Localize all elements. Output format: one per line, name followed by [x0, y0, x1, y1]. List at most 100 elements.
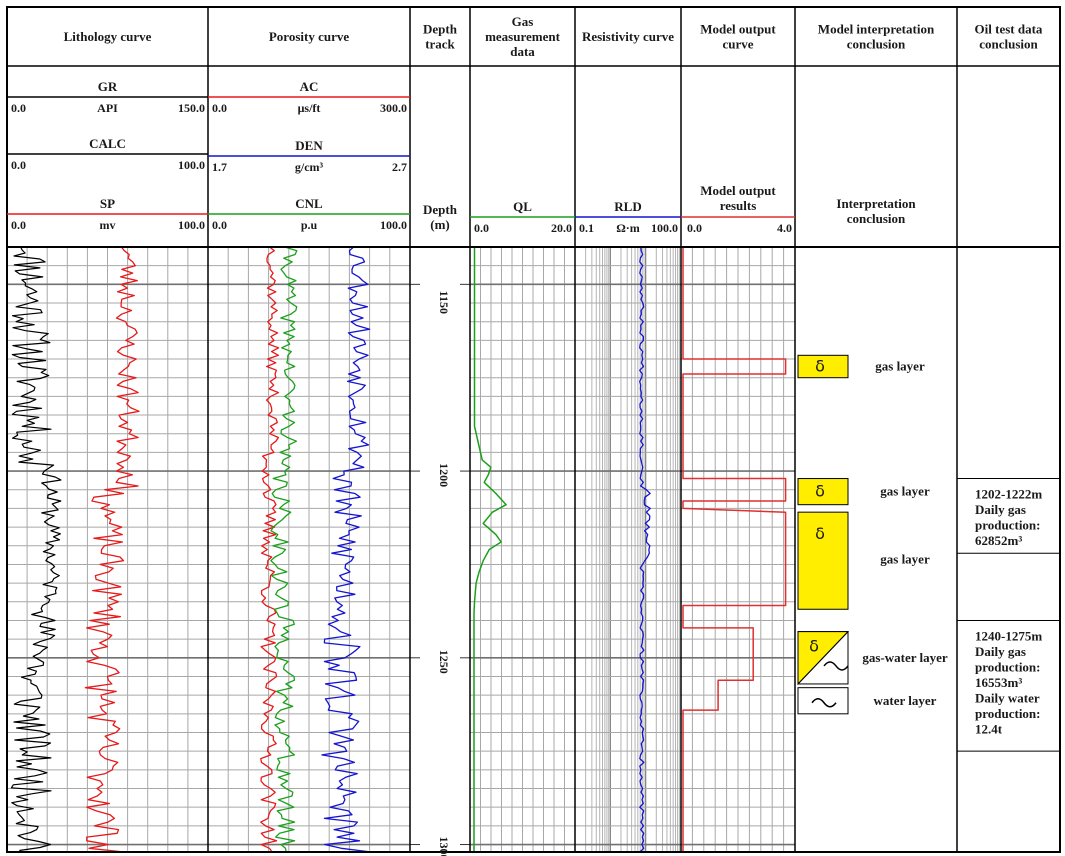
curve-unit: API [97, 101, 118, 115]
tilde-icon [811, 698, 837, 708]
scale-min: 0.0 [11, 101, 26, 115]
column-header: Oil test data [975, 22, 1043, 37]
zone-symbol-gas-water: δ [797, 631, 850, 686]
curve-name: AC [300, 79, 319, 94]
delta-icon: δ [809, 637, 819, 656]
delta-icon: δ [815, 524, 825, 543]
outer-border [6, 6, 1061, 853]
zone-label: gas layer [880, 552, 930, 567]
column-header: Model output [700, 22, 776, 37]
depth-tick-label: 1250 [437, 650, 451, 674]
curve-name: CNL [295, 196, 323, 211]
sp-curve [84, 246, 140, 853]
rld-curve [639, 246, 651, 853]
curve-unit: Ω·m [616, 221, 640, 235]
delta-icon: δ [815, 482, 825, 501]
scale-min: 0.0 [212, 218, 227, 232]
depth-tick-label: 1300 [437, 837, 451, 856]
gas-fill [797, 478, 849, 506]
scale-max: 150.0 [178, 101, 205, 115]
interpretation-zones: δ gas layer δ gas layer δ gas layer δ gas-water… [797, 354, 948, 715]
log-curves [10, 246, 787, 853]
ac-curve [260, 246, 280, 853]
scale-max: 4.0 [777, 221, 792, 235]
curve-name: QL [513, 199, 532, 214]
oil-test-text: 12.4t [975, 721, 1003, 736]
curve-name: RLD [614, 199, 641, 214]
curve-name: DEN [295, 138, 323, 153]
curve-name: CALC [89, 136, 126, 151]
depth-header: Depth [423, 202, 458, 217]
curve-unit: p.u [301, 218, 318, 232]
model-output-header: results [720, 198, 757, 213]
oil-test-text: Daily gas [975, 644, 1026, 659]
oil-test-text: production: [975, 659, 1041, 674]
scale-max: 100.0 [178, 218, 205, 232]
tilde-icon [823, 661, 849, 671]
curve-unit: mv [100, 218, 116, 232]
scale-min: 1.7 [212, 160, 227, 174]
interpretation-header: Interpretation [836, 196, 916, 211]
column-header: measurement [485, 29, 561, 44]
depth-tick-label: 1200 [437, 463, 451, 487]
column-header: Resistivity curve [582, 29, 674, 44]
scale-min: 0.0 [687, 221, 702, 235]
scale-max: 100.0 [380, 218, 407, 232]
scale-max: 100.0 [651, 221, 678, 235]
zone-label: water layer [874, 693, 937, 708]
column-header: conclusion [847, 37, 906, 52]
zone-label: gas layer [875, 359, 925, 374]
model-output-curve [682, 247, 787, 852]
column-header: Lithology curve [64, 29, 152, 44]
scale-min: 0.0 [11, 218, 26, 232]
zone-symbol-gas: δ [797, 354, 849, 379]
den-curve [321, 246, 372, 853]
gas-fill [797, 354, 849, 379]
zone-symbol-water [797, 687, 849, 715]
cnl-curve [270, 246, 298, 853]
model-output-header: Model output [700, 183, 776, 198]
scale-max: 300.0 [380, 101, 407, 115]
curve-unit: μs/ft [298, 101, 321, 115]
column-header: curve [722, 37, 753, 52]
curve-name: SP [100, 196, 115, 211]
oil-test-text: 62852m³ [975, 533, 1022, 548]
scale-max: 100.0 [178, 158, 205, 172]
oil-test-text: production: [975, 518, 1041, 533]
oil-test-text: 16553m³ [975, 675, 1022, 690]
zone-label: gas-water layer [862, 650, 948, 665]
depth-header: (m) [430, 217, 450, 232]
zone-symbol-gas: δ [797, 478, 849, 506]
depth-tick-label: 1150 [437, 291, 451, 314]
column-header: Depth [423, 22, 458, 37]
oil-test-text: Daily gas [975, 502, 1026, 517]
oil-test-text: 1202-1222m [975, 487, 1042, 502]
track-grids [7, 247, 795, 852]
zone-symbol-gas: δ [797, 511, 849, 610]
column-header: Model interpretation [818, 22, 935, 37]
ql-curve [473, 247, 507, 852]
gr-curve [10, 246, 62, 852]
table-frame [6, 6, 1061, 853]
column-header: Porosity curve [269, 29, 349, 44]
curve-name: GR [98, 79, 118, 94]
oil-test-text: Daily water [975, 690, 1040, 705]
gas-fill [797, 511, 849, 610]
column-header: Gas [512, 14, 534, 29]
column-header: conclusion [979, 37, 1038, 52]
interpretation-header: conclusion [847, 211, 906, 226]
scale-min: 0.0 [474, 221, 489, 235]
curve-unit: g/cm³ [295, 160, 324, 174]
scale-max: 20.0 [551, 221, 572, 235]
scale-max: 2.7 [392, 160, 407, 174]
scale-min: 0.0 [11, 158, 26, 172]
oil-test-text: 1240-1275m [975, 628, 1042, 643]
column-header: track [425, 37, 455, 52]
scale-min: 0.0 [212, 101, 227, 115]
zone-label: gas layer [880, 484, 930, 499]
column-header: data [510, 44, 535, 59]
divider [797, 631, 849, 685]
delta-icon: δ [815, 357, 825, 376]
